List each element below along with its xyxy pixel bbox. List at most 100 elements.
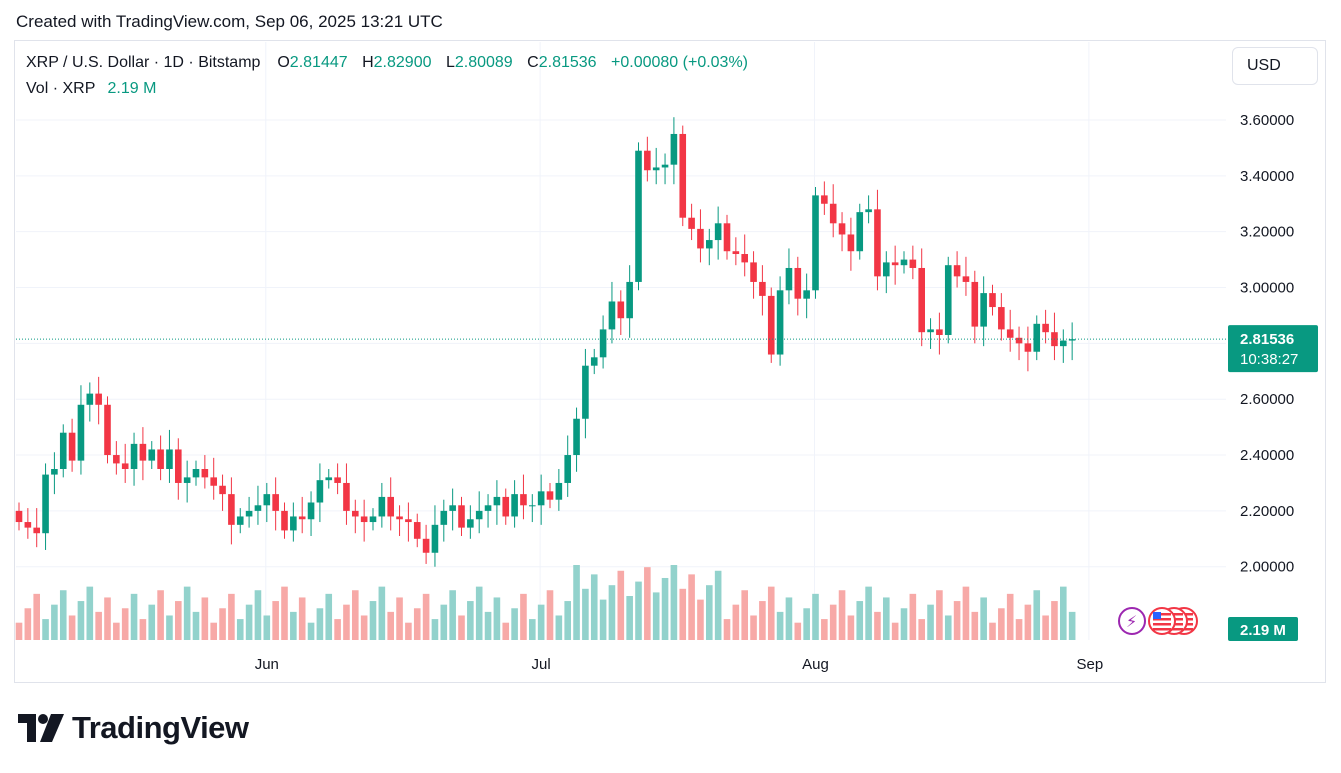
- volume-bar: [573, 565, 580, 640]
- candle-body: [104, 404, 111, 456]
- y-axis-label: 2.60000: [1240, 391, 1294, 408]
- candle-body: [42, 474, 49, 534]
- last-price-label: 2.81536: [1240, 331, 1294, 348]
- candle-body: [236, 516, 244, 525]
- currency-button[interactable]: USD: [1232, 47, 1318, 85]
- candle-body: [564, 455, 571, 483]
- volume-bar: [927, 604, 934, 640]
- y-axis-label: 3.40000: [1240, 168, 1294, 185]
- candle-body: [865, 209, 872, 213]
- candle-body: [573, 418, 580, 456]
- y-axis-label: 2.20000: [1240, 503, 1294, 520]
- volume-bar: [1015, 619, 1023, 640]
- candle-body: [387, 496, 394, 517]
- volume-bar: [714, 570, 722, 640]
- logo-text: TradingView: [72, 710, 249, 745]
- volume-bar: [599, 599, 607, 640]
- volume-bar: [201, 597, 209, 640]
- candle-body: [192, 469, 200, 478]
- candle-body: [334, 477, 341, 483]
- candle-body: [829, 203, 837, 224]
- candle-body: [971, 281, 979, 327]
- candle-body: [86, 393, 94, 405]
- candle-body: [767, 295, 775, 355]
- volume-bar: [431, 619, 439, 640]
- volume-bar: [192, 611, 200, 640]
- volume-bar: [51, 604, 58, 640]
- candle-body: [599, 329, 607, 358]
- volume-bar: [33, 593, 40, 640]
- candle-body: [77, 404, 85, 461]
- candle-body: [617, 301, 625, 319]
- candle-body: [68, 432, 76, 461]
- candle-body: [219, 485, 226, 495]
- x-axis-label: Sep: [1076, 656, 1103, 673]
- volume-bar: [741, 590, 748, 640]
- volume-bar: [520, 593, 527, 640]
- candle-body: [582, 365, 589, 419]
- candle-body: [139, 443, 147, 461]
- volume-bar: [706, 585, 713, 640]
- candle-body: [555, 482, 563, 500]
- candle-body: [458, 505, 465, 528]
- candle-body: [918, 267, 925, 333]
- candle-body: [210, 477, 217, 486]
- volume-bar: [582, 588, 589, 640]
- candle-body: [546, 491, 554, 500]
- volume-bar: [307, 622, 315, 640]
- volume-bar: [555, 615, 563, 640]
- candle-body: [263, 494, 271, 506]
- volume-bar: [104, 597, 111, 640]
- symbol-info[interactable]: XRP / U.S. Dollar · 1D · Bitstamp: [26, 54, 261, 71]
- candle-body: [803, 290, 810, 299]
- volume-bar: [263, 615, 271, 640]
- candle-body: [166, 449, 173, 469]
- volume-bar: [369, 601, 377, 640]
- candle-body: [493, 496, 501, 506]
- high-label: H: [362, 54, 374, 71]
- candle-body: [316, 480, 324, 503]
- candle-body: [502, 496, 510, 517]
- candle-body: [369, 516, 377, 523]
- volume-bar: [847, 615, 855, 640]
- candle-body: [1006, 329, 1014, 338]
- volume-bar: [352, 590, 359, 640]
- flag-stripe: [1165, 628, 1183, 631]
- candle-body: [1024, 343, 1032, 352]
- candle-body: [838, 223, 846, 235]
- volume-bar: [378, 586, 386, 640]
- volume-bar: [236, 619, 244, 640]
- volume-bar: [245, 604, 253, 640]
- candle-body: [157, 449, 164, 469]
- candle-body: [644, 150, 651, 171]
- volume-bar: [989, 622, 996, 640]
- volume-bar: [219, 608, 226, 640]
- volume-bar: [750, 615, 757, 640]
- flag-stripe: [1153, 613, 1171, 616]
- volume-bar: [272, 601, 279, 640]
- y-axis-label: 3.00000: [1240, 280, 1294, 297]
- candle-body: [298, 516, 306, 520]
- created-with-text: Created with TradingView.com, Sep 06, 20…: [16, 12, 443, 31]
- candle-body: [537, 491, 545, 506]
- candle-body: [1042, 323, 1049, 333]
- open-label: O: [277, 54, 290, 71]
- candle-body: [360, 516, 368, 523]
- candle-body: [980, 293, 987, 327]
- low-label: L: [445, 54, 455, 71]
- volume-bar: [1006, 593, 1014, 640]
- candle-body: [679, 133, 687, 218]
- candle-body: [989, 293, 996, 308]
- candle-body: [670, 133, 678, 165]
- candle-body: [511, 494, 518, 517]
- volume-legend: Vol · XRP 2.19 M: [26, 80, 156, 98]
- volume-bar: [95, 611, 102, 640]
- volume-bar: [918, 619, 925, 640]
- volume-bar: [732, 604, 740, 640]
- candle-body: [352, 510, 359, 517]
- volume-bar: [130, 593, 138, 640]
- ohlc-legend: XRP / U.S. Dollar · 1D · Bitstamp O2.814…: [26, 54, 758, 72]
- candle-body: [51, 469, 58, 475]
- volume-bar: [776, 611, 784, 640]
